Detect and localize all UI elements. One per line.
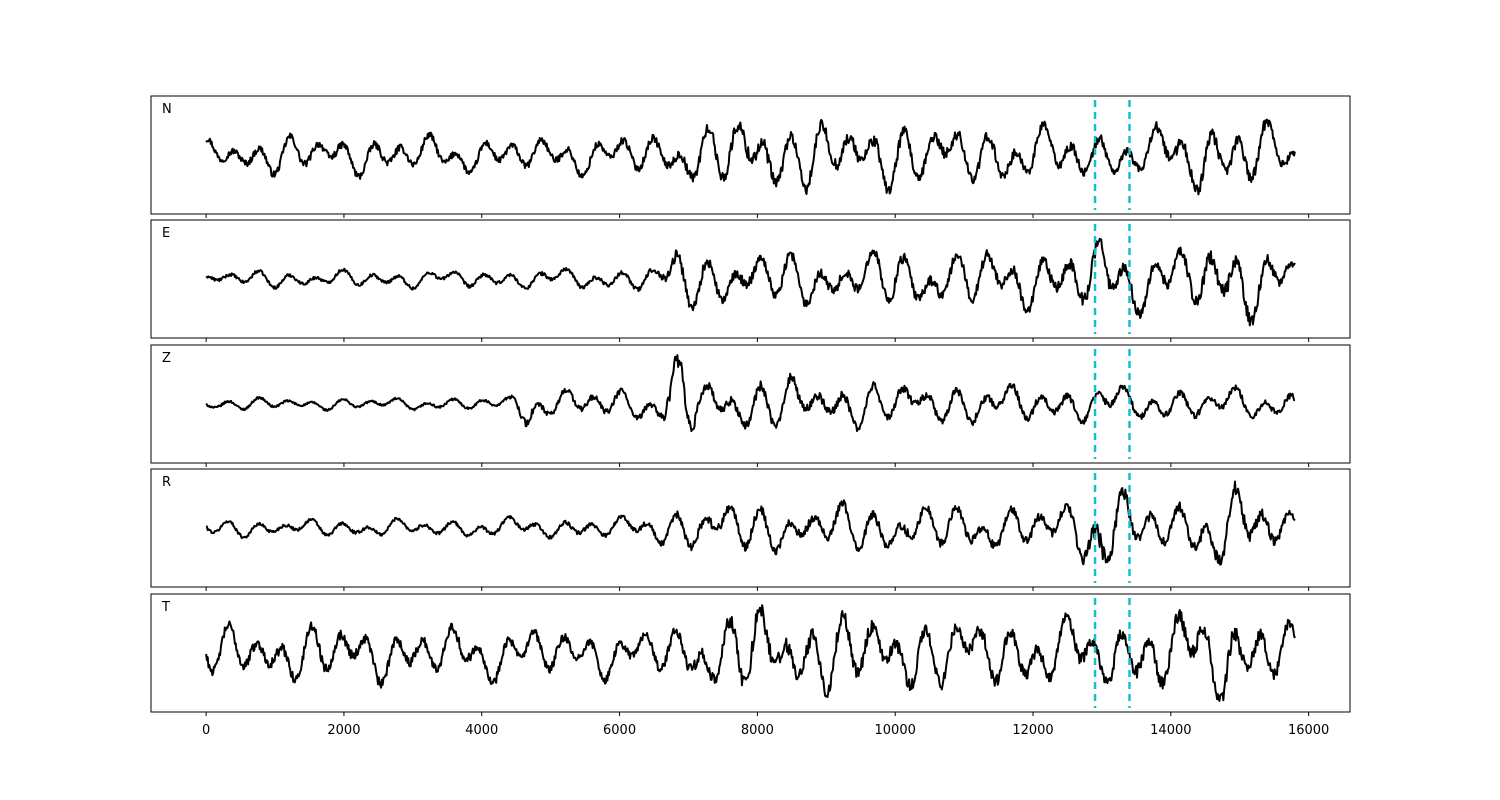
waveform-n bbox=[205, 118, 1296, 196]
channel-label: T bbox=[161, 600, 170, 615]
x-tick-label: 0 bbox=[202, 723, 210, 738]
panel-e: E bbox=[150, 219, 1351, 342]
waveform-r bbox=[205, 480, 1296, 566]
waveform-t bbox=[205, 604, 1296, 702]
x-tick-label: 10000 bbox=[875, 723, 916, 738]
panel-frame bbox=[150, 593, 1351, 713]
panel-z: Z bbox=[150, 344, 1351, 467]
waveform-e bbox=[205, 237, 1296, 327]
x-tick-label: 2000 bbox=[327, 723, 360, 738]
channel-label: Z bbox=[162, 351, 171, 366]
panel-n: N bbox=[150, 95, 1351, 218]
channel-label: N bbox=[162, 102, 172, 117]
channel-label: R bbox=[162, 475, 171, 490]
panel-r: R bbox=[150, 468, 1351, 591]
panel-frame bbox=[150, 95, 1351, 215]
panel-frame bbox=[150, 219, 1351, 339]
channel-label: E bbox=[162, 226, 170, 241]
x-tick-label: 12000 bbox=[1012, 723, 1053, 738]
x-axis: 0 2000 4000 6000 8000 10000 12000 14000 16000 bbox=[202, 723, 1329, 738]
panel-frame bbox=[150, 344, 1351, 464]
x-tick-label: 4000 bbox=[465, 723, 498, 738]
waveform-z bbox=[205, 354, 1296, 433]
x-tick-label: 8000 bbox=[741, 723, 774, 738]
panel-t: T bbox=[150, 593, 1351, 716]
x-tick-label: 6000 bbox=[603, 723, 636, 738]
channel-panels: N E Z R T bbox=[150, 95, 1351, 716]
x-tick-label: 16000 bbox=[1288, 723, 1329, 738]
x-tick-label: 14000 bbox=[1150, 723, 1191, 738]
panel-frame bbox=[150, 468, 1351, 588]
